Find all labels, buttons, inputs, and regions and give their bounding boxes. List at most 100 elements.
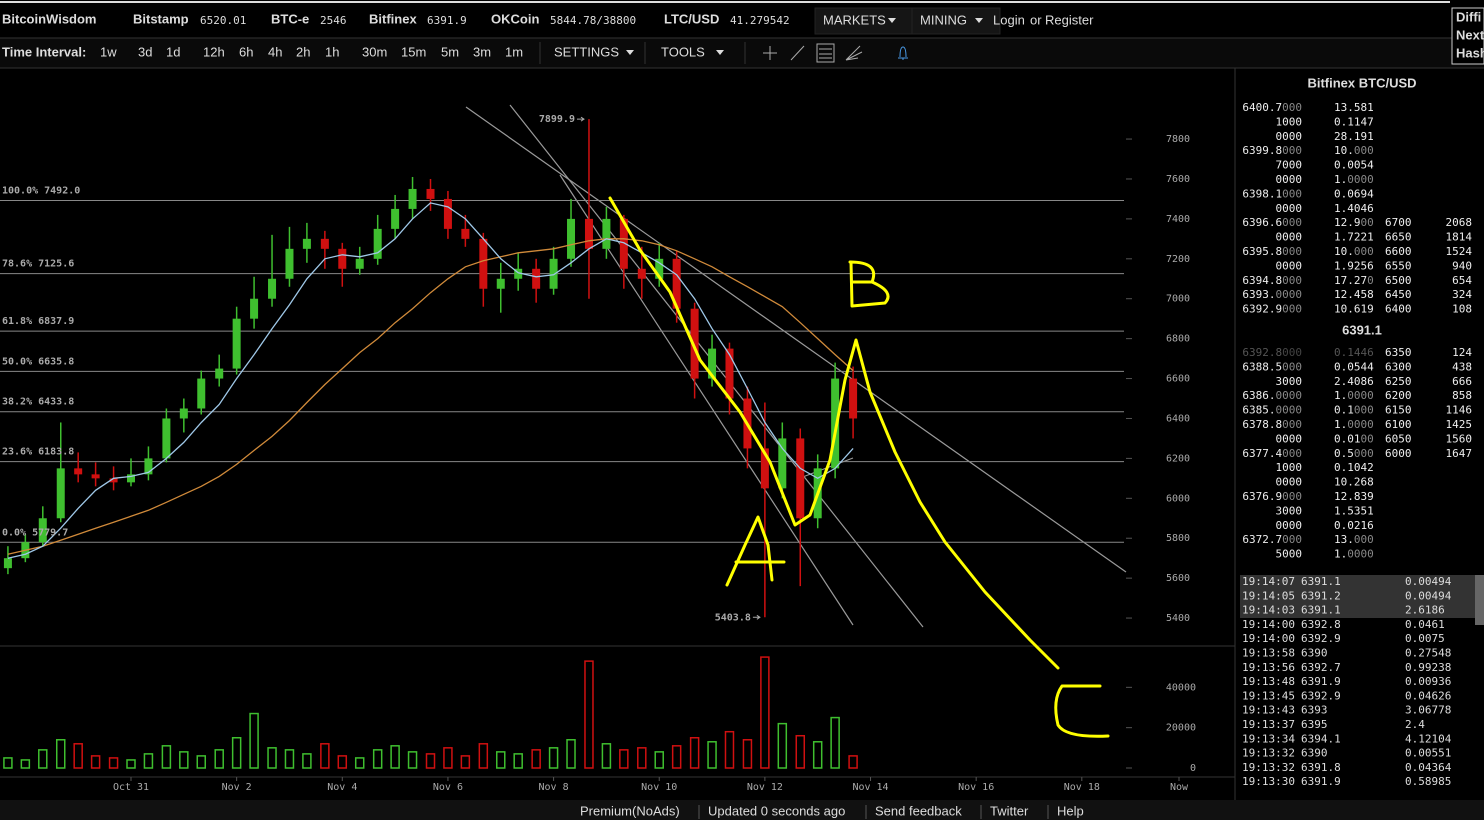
volume-bar <box>179 751 189 769</box>
book-price: 6392.9000 <box>1242 303 1302 316</box>
toolbar-menu[interactable]: TOOLS <box>661 44 705 59</box>
interval-button[interactable]: 1w <box>100 44 117 59</box>
ticker-name[interactable]: Bitstamp <box>133 11 189 26</box>
depth-count: 1814 <box>1446 231 1473 244</box>
book-price: 0000 <box>1276 231 1303 244</box>
depth-count: 108 <box>1452 303 1472 316</box>
depth-price: 6200 <box>1385 389 1412 402</box>
trade-time: 19:13:43 <box>1242 704 1295 717</box>
candle-body <box>567 218 576 259</box>
volume-bar <box>671 745 682 769</box>
interval-button[interactable]: 5m <box>441 44 459 59</box>
interval-button[interactable]: 1d <box>166 44 180 59</box>
y-tick-label: 6000 <box>1166 493 1190 504</box>
ticker-name[interactable]: OKCoin <box>491 11 539 26</box>
interval-button[interactable]: 1m <box>505 44 523 59</box>
brand[interactable]: BitcoinWisdom <box>2 11 97 26</box>
ticker-name[interactable]: Bitfinex <box>369 11 417 26</box>
depth-count: 1524 <box>1446 245 1473 258</box>
candle-body <box>338 248 347 269</box>
ticker-price: 41.279542 <box>730 14 790 27</box>
trade-price: 6391.8 <box>1301 761 1341 774</box>
footer-bg <box>0 800 1484 820</box>
depth-price: 6700 <box>1385 216 1412 229</box>
trade-price: 6392.7 <box>1301 661 1341 674</box>
footer-link[interactable]: Premium(NoAds) <box>580 803 680 818</box>
trade-price: 6391.9 <box>1301 675 1341 688</box>
candle-body <box>162 418 171 459</box>
volume-bar <box>478 743 489 769</box>
footer-link[interactable]: Help <box>1057 803 1084 818</box>
candle-body <box>56 468 65 519</box>
moving-average <box>7 238 854 555</box>
login-link[interactable]: Login <box>993 12 1025 27</box>
trade-amount: 0.00494 <box>1405 589 1452 602</box>
high-annotation: 7899.9 <box>539 114 575 125</box>
book-amount: 0.0100 <box>1334 432 1374 445</box>
menu[interactable]: MARKETS <box>823 12 886 27</box>
interval-button[interactable]: 3m <box>473 44 491 59</box>
fan-icon[interactable] <box>845 45 863 61</box>
toolbar-menu[interactable]: SETTINGS <box>554 44 619 59</box>
depth-price: 6650 <box>1385 231 1412 244</box>
x-tick-label: Nov 6 <box>433 782 463 793</box>
volume-bar <box>20 759 31 769</box>
book-amount: 0.5000 <box>1334 447 1374 460</box>
x-tick-label: Nov 18 <box>1064 782 1100 793</box>
book-price: 6372.7000 <box>1242 533 1302 546</box>
book-amount: 0.0216 <box>1334 519 1374 532</box>
candle-body <box>619 218 628 269</box>
depth-count: 2068 <box>1446 216 1473 229</box>
x-tick-label: Nov 4 <box>327 782 357 793</box>
ticker-price: 2546 <box>320 14 347 27</box>
volume-bar <box>637 747 647 769</box>
interval-label: Time Interval: <box>2 44 86 59</box>
volume-bar <box>90 755 101 769</box>
candle-body <box>672 258 681 309</box>
depth-count: 1146 <box>1446 404 1473 417</box>
interval-button[interactable]: 30m <box>362 44 387 59</box>
x-tick-label: Nov 2 <box>222 782 252 793</box>
interval-button[interactable]: 3d <box>138 44 152 59</box>
book-price: 6395.8000 <box>1242 245 1302 258</box>
side-label: Next <box>1456 27 1484 42</box>
book-amount: 0.1042 <box>1334 461 1374 474</box>
footer-link[interactable]: Send feedback <box>875 803 962 818</box>
interval-button[interactable]: 12h <box>203 44 225 59</box>
candle-body <box>144 458 153 475</box>
candle-body <box>532 268 541 289</box>
interval-button[interactable]: 2h <box>296 44 310 59</box>
y-tick-label: 6200 <box>1166 453 1190 464</box>
x-tick-label: Nov 8 <box>539 782 569 793</box>
book-price: 6385.0000 <box>1242 404 1302 417</box>
interval-button[interactable]: 4h <box>268 44 282 59</box>
menu[interactable]: MINING <box>920 12 967 27</box>
book-price: 6400.7000 <box>1242 101 1302 114</box>
alert-icon[interactable] <box>898 46 908 60</box>
trade-amount: 0.00551 <box>1405 747 1451 760</box>
candle-body <box>268 278 277 299</box>
volume-bar <box>108 757 119 769</box>
footer-link[interactable]: Twitter <box>990 803 1029 818</box>
fib-label: 100.0% 7492.0 <box>2 186 80 197</box>
depth-price: 6550 <box>1385 259 1412 272</box>
trend-line <box>509 104 924 628</box>
depth-price: 6250 <box>1385 375 1412 388</box>
interval-button[interactable]: 15m <box>401 44 426 59</box>
volume-bar <box>513 753 523 769</box>
volume-bar <box>143 753 154 769</box>
volume-bar <box>267 747 277 769</box>
ticker-name[interactable]: BTC-e <box>271 11 309 26</box>
fib-icon[interactable] <box>816 43 835 63</box>
ticker-name[interactable]: LTC/USD <box>664 11 719 26</box>
book-amount: 1.0000 <box>1334 173 1374 186</box>
interval-button[interactable]: 1h <box>325 44 339 59</box>
toolbar-bg <box>0 38 1484 68</box>
interval-button[interactable]: 6h <box>239 44 253 59</box>
trade-time: 19:13:32 <box>1242 747 1295 760</box>
book-amount: 10.000 <box>1334 144 1374 157</box>
line-icon[interactable] <box>790 45 805 61</box>
candle-body <box>373 228 382 259</box>
register-link[interactable]: Register <box>1045 12 1094 27</box>
fib-label: 78.6% 7125.6 <box>2 259 74 270</box>
